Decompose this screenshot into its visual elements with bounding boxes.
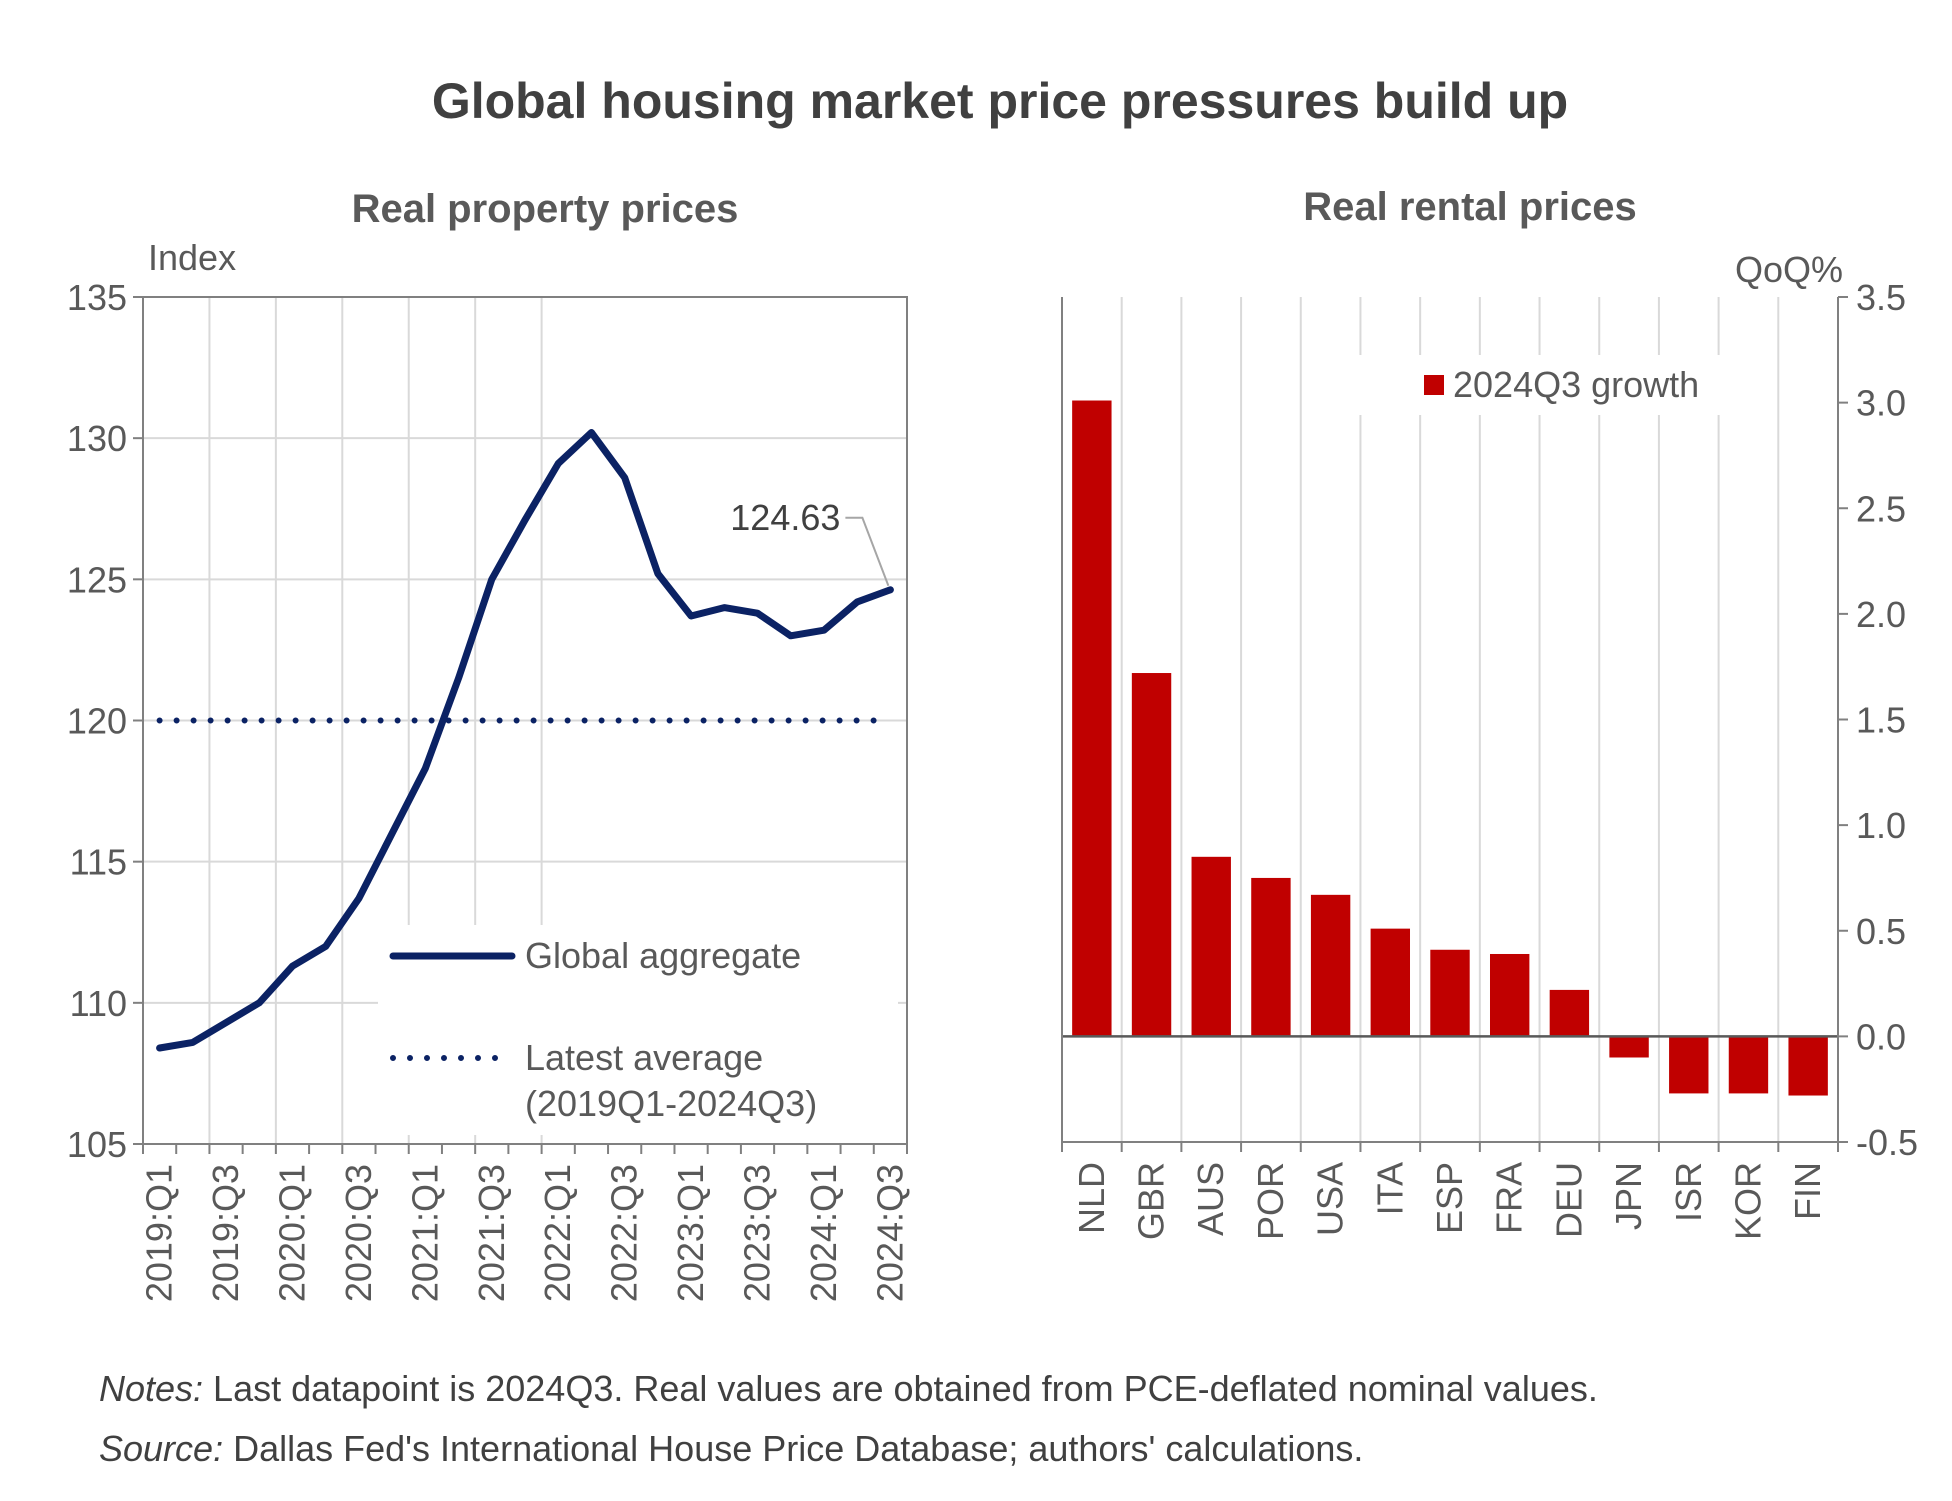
bar	[1370, 928, 1411, 1037]
notes-line: Notes: Last datapoint is 2024Q3. Real va…	[99, 1368, 1899, 1410]
global-aggregate-line	[156, 429, 894, 1052]
legend-background	[378, 925, 898, 1135]
x-tick-label: 2019:Q3	[205, 1164, 246, 1302]
right-tick-labels: -0.5 0.0 0.5 1.0 1.5 2.0 2.5 3.0 3.5 NLD GBR AUS POR…	[1071, 277, 1918, 1240]
x-tick-label: AUS	[1190, 1162, 1231, 1236]
x-tick-label: DEU	[1548, 1162, 1589, 1238]
y-tick-label: 3.5	[1856, 277, 1906, 318]
x-tick-label: FIN	[1787, 1162, 1828, 1220]
right-chart-title: Real rental prices	[1303, 185, 1637, 229]
legend-label: Global aggregate	[525, 935, 801, 976]
right-legend: 2024Q3 growth	[1340, 355, 1735, 415]
rental-price-chart: Real rental prices QoQ% -0.5 0.0 0.5 1.0 1.5…	[1061, 185, 1918, 1240]
left-chart-title: Real property prices	[352, 187, 739, 231]
annotation-leader	[845, 516, 890, 587]
left-legend: Global aggregate Latest average (2019Q1-20…	[378, 925, 898, 1135]
x-tick-label: GBR	[1131, 1162, 1172, 1240]
x-tick-label: 2021:Q1	[404, 1164, 445, 1302]
y-tick-label: 115	[70, 842, 127, 883]
y-tick-label: 110	[70, 983, 127, 1024]
legend-label-line: (2019Q1-2024Q3)	[525, 1083, 817, 1124]
y-tick-label: 125	[67, 559, 127, 600]
x-tick-label: 2024:Q1	[803, 1164, 844, 1302]
bar	[1310, 894, 1351, 1037]
bar	[1072, 400, 1112, 1037]
bar	[1669, 1036, 1709, 1094]
bar	[1251, 877, 1291, 1037]
x-tick-label: 2020:Q1	[271, 1164, 312, 1302]
x-tick-label: USA	[1310, 1162, 1351, 1236]
x-tick-label: POR	[1250, 1162, 1291, 1240]
figure-title: Global housing market price pressures bu…	[432, 73, 1568, 129]
notes-label: Notes:	[99, 1368, 204, 1409]
notes-text: Last datapoint is 2024Q3. Real values ar…	[203, 1368, 1598, 1409]
source-label: Source:	[99, 1428, 224, 1469]
y-tick-label: 120	[67, 701, 127, 742]
right-bars	[1072, 400, 1828, 1096]
left-y-axis-label: Index	[148, 237, 236, 278]
y-tick-label: 2.0	[1856, 594, 1906, 635]
right-y-axis-label: QoQ%	[1735, 249, 1843, 290]
legend-label-line: Latest average	[525, 1037, 763, 1078]
bar	[1788, 1036, 1828, 1096]
legend-label: 2024Q3 growth	[1453, 364, 1699, 405]
y-tick-label: 0.0	[1856, 1016, 1906, 1057]
y-tick-label: 3.0	[1856, 383, 1906, 424]
y-tick-label: 1.5	[1856, 700, 1906, 741]
x-tick-label: KOR	[1727, 1162, 1768, 1240]
source-text: Dallas Fed's International House Price D…	[223, 1428, 1364, 1469]
right-gridlines	[1061, 297, 1839, 1142]
x-tick-label: 2023:Q3	[737, 1164, 778, 1302]
left-tick-labels: 105 110 115 120 125 130 135 2019:Q1 2019:Q3 2020:…	[67, 277, 910, 1302]
property-price-chart: Real property prices Index 1051101151201…	[67, 187, 910, 1302]
bar	[1191, 856, 1231, 1037]
y-tick-label: 1.0	[1856, 805, 1906, 846]
y-tick-label: 130	[67, 418, 127, 459]
plot-border	[142, 296, 908, 1145]
x-tick-label: ISR	[1668, 1162, 1709, 1222]
y-tick-label: 2.5	[1856, 488, 1906, 529]
x-tick-label: NLD	[1071, 1162, 1112, 1234]
x-tick-label: 2019:Q1	[139, 1164, 180, 1302]
right-axes	[1061, 296, 1848, 1152]
x-tick-label: ITA	[1369, 1162, 1410, 1215]
x-tick-label: 2021:Q3	[471, 1164, 512, 1302]
annotation-label: 124.63	[730, 497, 840, 538]
legend-swatch	[1424, 375, 1444, 395]
bar	[1489, 953, 1530, 1037]
y-tick-label: 135	[67, 277, 127, 318]
legend-background	[1340, 355, 1735, 415]
left-annotations: 124.63	[730, 497, 890, 587]
y-tick-label: -0.5	[1856, 1122, 1918, 1163]
left-series-lines	[156, 429, 894, 1052]
x-tick-label: 2022:Q1	[537, 1164, 578, 1302]
bar	[1549, 989, 1590, 1037]
source-line: Source: Dallas Fed's International House…	[99, 1428, 1899, 1470]
legend-label: Latest average (2019Q1-2024Q3)	[525, 1037, 817, 1124]
x-tick-label: ESP	[1429, 1162, 1470, 1234]
bar	[1728, 1036, 1769, 1094]
x-tick-label: 2020:Q3	[338, 1164, 379, 1302]
bar	[1430, 949, 1470, 1037]
x-tick-label: FRA	[1489, 1162, 1530, 1234]
left-axes	[133, 296, 908, 1154]
y-tick-label: 0.5	[1856, 911, 1906, 952]
x-tick-label: 2022:Q3	[604, 1164, 645, 1302]
x-tick-label: 2024:Q3	[869, 1164, 910, 1302]
x-tick-label: JPN	[1608, 1162, 1649, 1230]
bar	[1609, 1036, 1649, 1058]
bar	[1131, 673, 1172, 1037]
x-tick-label: 2023:Q1	[670, 1164, 711, 1302]
y-tick-label: 105	[67, 1124, 127, 1165]
